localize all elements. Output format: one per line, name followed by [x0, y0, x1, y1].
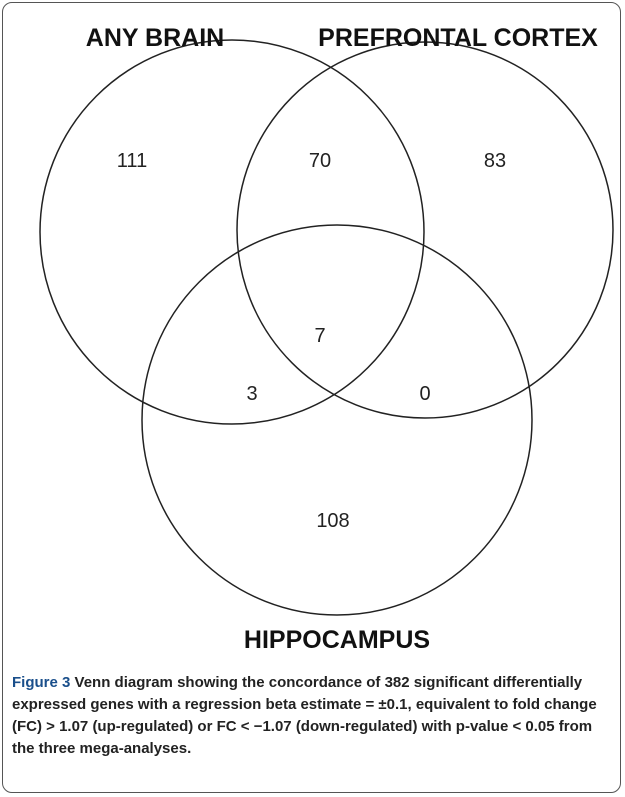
set-label: PREFRONTAL CORTEX	[318, 24, 598, 52]
set-circle	[236, 41, 614, 419]
set-circle	[39, 39, 425, 425]
caption-label: Figure 3	[12, 674, 71, 691]
region-count: 108	[316, 510, 349, 532]
region-count: 111	[117, 150, 147, 172]
caption: Figure 3 Venn diagram showing the concor…	[12, 672, 608, 760]
set-label: ANY BRAIN	[86, 24, 224, 52]
set-label: HIPPOCAMPUS	[244, 626, 430, 654]
region-count: 3	[246, 383, 257, 405]
region-count: 70	[309, 150, 331, 172]
region-count: 83	[484, 150, 506, 172]
caption-text: Venn diagram showing the concordance of …	[12, 674, 597, 757]
region-count: 0	[419, 383, 430, 405]
region-count: 7	[314, 325, 325, 347]
set-circle	[141, 224, 533, 616]
